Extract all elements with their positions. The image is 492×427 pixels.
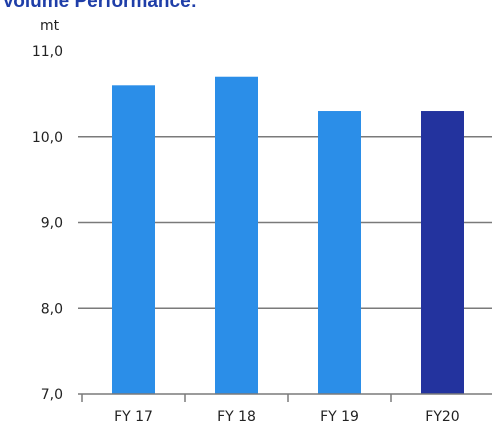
- y-tick-label: 11,0: [32, 44, 63, 60]
- bar-fy-18: [215, 76, 258, 394]
- x-tick-label: FY 17: [114, 409, 153, 425]
- y-unit-label: mt: [40, 18, 60, 34]
- y-tick-label: 7,0: [41, 387, 63, 403]
- x-axis-tick-labels: FY 17 FY 18 FY 19 FY20: [114, 409, 460, 425]
- bars: [112, 76, 464, 395]
- y-tick-label: 9,0: [41, 216, 63, 232]
- y-axis-tick-labels: 7,0 8,0 9,0 10,0 11,0: [32, 44, 63, 403]
- x-axis: [78, 393, 492, 402]
- bar-fy20: [421, 111, 464, 395]
- bar-fy-17: [112, 85, 155, 395]
- x-tick-label: FY20: [425, 409, 459, 425]
- chart-title: Volume Performance:: [2, 0, 197, 12]
- y-tick-label: 10,0: [32, 130, 63, 146]
- bar-fy-19: [318, 111, 361, 395]
- y-tick-label: 8,0: [41, 301, 63, 317]
- x-tick-label: FY 18: [217, 409, 256, 425]
- x-tick-label: FY 19: [320, 409, 359, 425]
